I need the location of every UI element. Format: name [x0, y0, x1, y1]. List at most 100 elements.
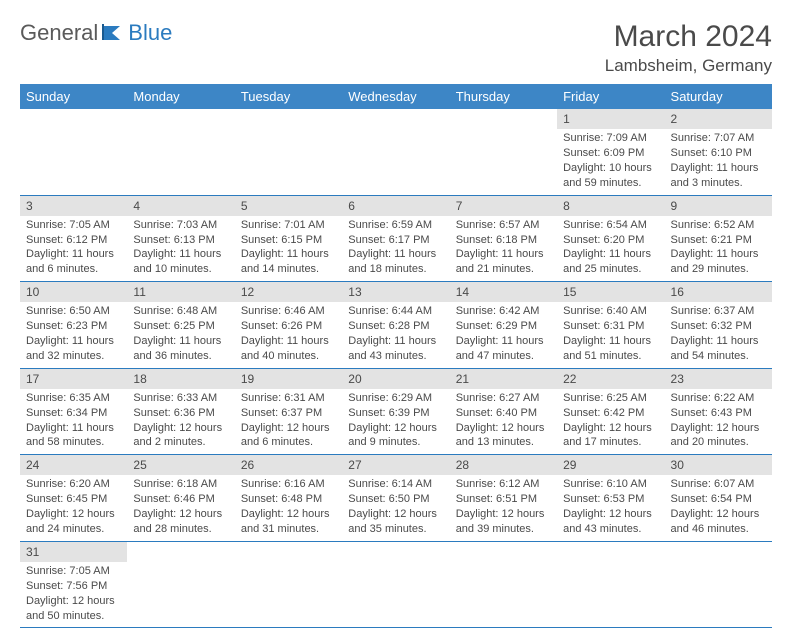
sunset-text: Sunset: 6:28 PM — [348, 319, 443, 334]
daylight-text: Daylight: 11 hours and 58 minutes. — [26, 421, 121, 451]
day-info-cell — [342, 562, 449, 628]
sunrise-text: Sunrise: 6:31 AM — [241, 391, 336, 406]
daylight-text: Daylight: 11 hours and 6 minutes. — [26, 247, 121, 277]
daylight-text: Daylight: 10 hours and 59 minutes. — [563, 161, 658, 191]
daylight-text: Daylight: 11 hours and 40 minutes. — [241, 334, 336, 364]
info-row: Sunrise: 6:50 AMSunset: 6:23 PMDaylight:… — [20, 302, 772, 368]
weekday-header: Friday — [557, 84, 664, 109]
month-title: March 2024 — [605, 20, 772, 54]
day-number-cell — [235, 541, 342, 562]
sunset-text: Sunset: 6:20 PM — [563, 233, 658, 248]
day-number-cell: 31 — [20, 541, 127, 562]
sunrise-text: Sunrise: 6:42 AM — [456, 304, 551, 319]
sunrise-text: Sunrise: 7:01 AM — [241, 218, 336, 233]
daylight-text: Daylight: 12 hours and 28 minutes. — [133, 507, 228, 537]
daylight-text: Daylight: 12 hours and 43 minutes. — [563, 507, 658, 537]
weekday-header: Monday — [127, 84, 234, 109]
day-number-cell: 6 — [342, 195, 449, 216]
sunrise-text: Sunrise: 6:57 AM — [456, 218, 551, 233]
sunrise-text: Sunrise: 6:40 AM — [563, 304, 658, 319]
weekday-header: Wednesday — [342, 84, 449, 109]
day-number-cell — [557, 541, 664, 562]
day-number-cell — [665, 541, 772, 562]
day-number-cell: 14 — [450, 282, 557, 303]
sunrise-text: Sunrise: 6:35 AM — [26, 391, 121, 406]
daylight-text: Daylight: 11 hours and 29 minutes. — [671, 247, 766, 277]
info-row: Sunrise: 7:05 AMSunset: 7:56 PMDaylight:… — [20, 562, 772, 628]
sunrise-text: Sunrise: 6:22 AM — [671, 391, 766, 406]
day-number-cell — [20, 109, 127, 129]
day-number-cell: 1 — [557, 109, 664, 129]
day-info-cell: Sunrise: 7:01 AMSunset: 6:15 PMDaylight:… — [235, 216, 342, 282]
daylight-text: Daylight: 11 hours and 10 minutes. — [133, 247, 228, 277]
day-info-cell: Sunrise: 6:50 AMSunset: 6:23 PMDaylight:… — [20, 302, 127, 368]
daylight-text: Daylight: 12 hours and 31 minutes. — [241, 507, 336, 537]
day-number-cell — [342, 541, 449, 562]
day-info-cell — [235, 562, 342, 628]
sunset-text: Sunset: 6:17 PM — [348, 233, 443, 248]
sunset-text: Sunset: 7:56 PM — [26, 579, 121, 594]
day-info-cell: Sunrise: 6:14 AMSunset: 6:50 PMDaylight:… — [342, 475, 449, 541]
sunset-text: Sunset: 6:45 PM — [26, 492, 121, 507]
daylight-text: Daylight: 11 hours and 14 minutes. — [241, 247, 336, 277]
sunrise-text: Sunrise: 7:05 AM — [26, 218, 121, 233]
day-number-cell: 8 — [557, 195, 664, 216]
day-info-cell: Sunrise: 6:35 AMSunset: 6:34 PMDaylight:… — [20, 389, 127, 455]
day-info-cell: Sunrise: 6:10 AMSunset: 6:53 PMDaylight:… — [557, 475, 664, 541]
sunrise-text: Sunrise: 6:10 AM — [563, 477, 658, 492]
sunrise-text: Sunrise: 6:37 AM — [671, 304, 766, 319]
sunset-text: Sunset: 6:10 PM — [671, 146, 766, 161]
sunrise-text: Sunrise: 6:44 AM — [348, 304, 443, 319]
sunset-text: Sunset: 6:39 PM — [348, 406, 443, 421]
day-number-cell — [127, 109, 234, 129]
sunrise-text: Sunrise: 6:18 AM — [133, 477, 228, 492]
day-info-cell — [127, 562, 234, 628]
day-number-cell: 26 — [235, 455, 342, 476]
daylight-text: Daylight: 11 hours and 54 minutes. — [671, 334, 766, 364]
day-info-cell — [665, 562, 772, 628]
day-number-cell: 12 — [235, 282, 342, 303]
day-info-cell: Sunrise: 6:07 AMSunset: 6:54 PMDaylight:… — [665, 475, 772, 541]
daylight-text: Daylight: 11 hours and 21 minutes. — [456, 247, 551, 277]
day-info-cell — [450, 562, 557, 628]
daylight-text: Daylight: 11 hours and 32 minutes. — [26, 334, 121, 364]
sunset-text: Sunset: 6:40 PM — [456, 406, 551, 421]
day-info-cell — [127, 129, 234, 195]
daynum-row: 31 — [20, 541, 772, 562]
day-info-cell: Sunrise: 6:29 AMSunset: 6:39 PMDaylight:… — [342, 389, 449, 455]
day-info-cell: Sunrise: 7:07 AMSunset: 6:10 PMDaylight:… — [665, 129, 772, 195]
day-number-cell: 25 — [127, 455, 234, 476]
weekday-header-row: Sunday Monday Tuesday Wednesday Thursday… — [20, 84, 772, 109]
day-number-cell: 24 — [20, 455, 127, 476]
sunset-text: Sunset: 6:21 PM — [671, 233, 766, 248]
daynum-row: 10111213141516 — [20, 282, 772, 303]
day-info-cell: Sunrise: 6:59 AMSunset: 6:17 PMDaylight:… — [342, 216, 449, 282]
daynum-row: 12 — [20, 109, 772, 129]
sunset-text: Sunset: 6:09 PM — [563, 146, 658, 161]
daylight-text: Daylight: 12 hours and 20 minutes. — [671, 421, 766, 451]
info-row: Sunrise: 6:35 AMSunset: 6:34 PMDaylight:… — [20, 389, 772, 455]
sunrise-text: Sunrise: 7:03 AM — [133, 218, 228, 233]
daylight-text: Daylight: 11 hours and 18 minutes. — [348, 247, 443, 277]
sunrise-text: Sunrise: 6:14 AM — [348, 477, 443, 492]
day-number-cell — [127, 541, 234, 562]
day-number-cell: 16 — [665, 282, 772, 303]
day-info-cell: Sunrise: 7:05 AMSunset: 6:12 PMDaylight:… — [20, 216, 127, 282]
sunset-text: Sunset: 6:50 PM — [348, 492, 443, 507]
sunset-text: Sunset: 6:48 PM — [241, 492, 336, 507]
logo-text-general: General — [20, 20, 98, 46]
day-info-cell: Sunrise: 6:20 AMSunset: 6:45 PMDaylight:… — [20, 475, 127, 541]
day-number-cell: 7 — [450, 195, 557, 216]
sunrise-text: Sunrise: 6:52 AM — [671, 218, 766, 233]
title-block: March 2024 Lambsheim, Germany — [605, 20, 772, 76]
day-info-cell: Sunrise: 6:18 AMSunset: 6:46 PMDaylight:… — [127, 475, 234, 541]
day-info-cell: Sunrise: 7:05 AMSunset: 7:56 PMDaylight:… — [20, 562, 127, 628]
info-row: Sunrise: 7:05 AMSunset: 6:12 PMDaylight:… — [20, 216, 772, 282]
sunset-text: Sunset: 6:54 PM — [671, 492, 766, 507]
day-number-cell: 4 — [127, 195, 234, 216]
sunset-text: Sunset: 6:31 PM — [563, 319, 658, 334]
day-info-cell: Sunrise: 6:44 AMSunset: 6:28 PMDaylight:… — [342, 302, 449, 368]
weekday-header: Sunday — [20, 84, 127, 109]
sunrise-text: Sunrise: 6:12 AM — [456, 477, 551, 492]
day-info-cell: Sunrise: 6:31 AMSunset: 6:37 PMDaylight:… — [235, 389, 342, 455]
